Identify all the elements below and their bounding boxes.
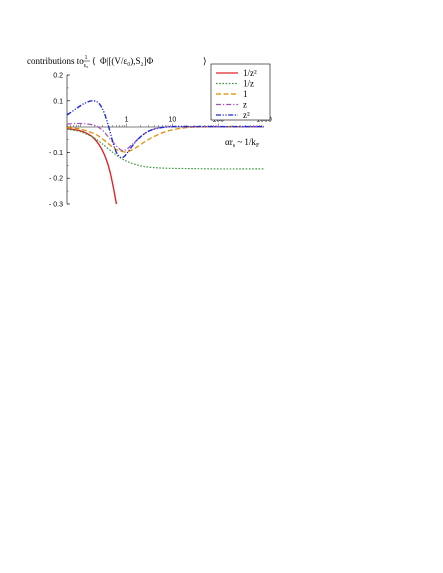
title-frac-numerator: 1: [85, 55, 88, 61]
series-line-1: [66, 127, 118, 205]
legend-label-1: 1/z²: [243, 68, 257, 78]
title-bracket-close: ⟩: [203, 56, 207, 66]
legend-label-2: 1/z: [243, 79, 254, 89]
title-prefix: contributions to: [27, 56, 84, 66]
y-ticks: 0.2 0.1 - 0.1 - 0.2 - 0.3: [49, 73, 70, 209]
x-axis-label-text: αrs ~ 1/kF: [225, 137, 260, 149]
series-line-4: [66, 122, 264, 152]
legend-label-4: z: [243, 100, 247, 110]
x-tick-label: 10: [168, 117, 176, 124]
legend-box: [210, 63, 271, 121]
title-expression: Φ|[(V/ε₀),S₂]Φ: [100, 56, 154, 66]
y-tick-label: 0.2: [53, 73, 63, 80]
series-line-2: [66, 128, 264, 170]
y-tick-label: - 0.1: [49, 150, 63, 157]
series-line-3: [66, 125, 265, 153]
title-bracket-open: ⟨: [92, 56, 96, 66]
series-lines: [66, 100, 265, 205]
legend-label-3: 1: [243, 89, 248, 99]
legend-label-5: z²: [243, 110, 250, 120]
series-line-5: [66, 100, 264, 159]
chart-title: contributions to 1 ε₀ ⟨ Φ|[(V/ε₀),S₂]Φ ⟩: [27, 55, 207, 69]
x-axis-label: αrs ~ 1/kF: [225, 137, 260, 149]
title-frac-denominator: ε₀: [84, 63, 89, 69]
y-tick-label: - 0.2: [49, 176, 63, 183]
y-tick-label: - 0.3: [49, 202, 63, 209]
x-tick-label: 1: [125, 117, 129, 124]
y-tick-label: 0.1: [53, 98, 63, 105]
